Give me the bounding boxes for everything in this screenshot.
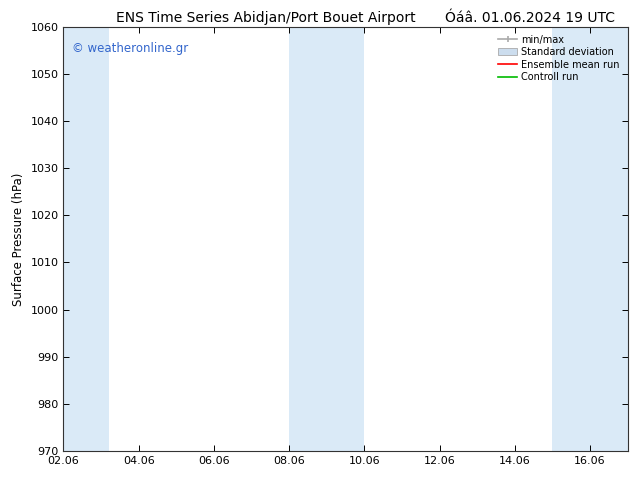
Text: ENS Time Series Abidjan/Port Bouet Airport: ENS Time Series Abidjan/Port Bouet Airpo… <box>117 11 416 25</box>
Y-axis label: Surface Pressure (hPa): Surface Pressure (hPa) <box>12 172 25 306</box>
Bar <box>63 27 108 451</box>
Bar <box>289 27 365 451</box>
Bar <box>552 27 628 451</box>
Text: Óáâ. 01.06.2024 19 UTC: Óáâ. 01.06.2024 19 UTC <box>445 11 615 25</box>
Legend: min/max, Standard deviation, Ensemble mean run, Controll run: min/max, Standard deviation, Ensemble me… <box>495 32 623 85</box>
Text: © weatheronline.gr: © weatheronline.gr <box>72 42 188 55</box>
